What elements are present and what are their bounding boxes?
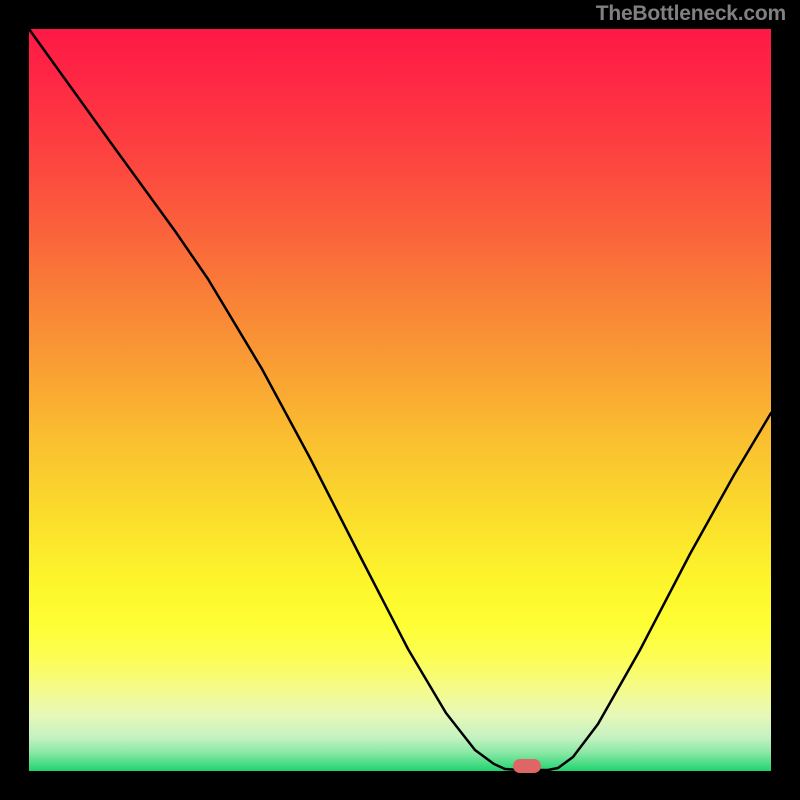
minimum-marker	[513, 759, 541, 773]
chart-root: { "canvas": { "width": 800, "height": 80…	[0, 0, 800, 800]
plot-background	[29, 29, 771, 771]
bottleneck-chart	[0, 0, 800, 800]
